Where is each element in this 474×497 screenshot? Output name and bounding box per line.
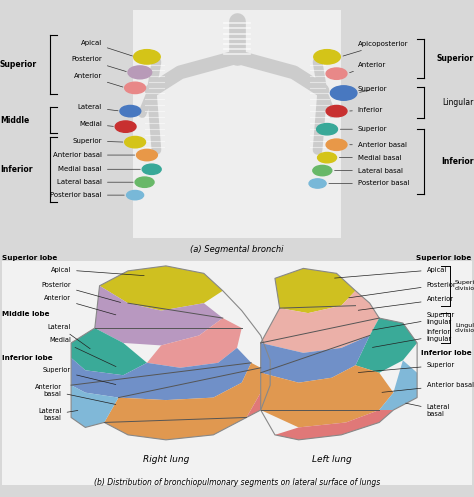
Circle shape	[115, 121, 136, 132]
Circle shape	[309, 179, 326, 188]
Circle shape	[128, 66, 152, 79]
Text: Superior: Superior	[340, 126, 387, 132]
Text: Lateral basal: Lateral basal	[57, 179, 133, 185]
Text: Superior: Superior	[358, 362, 455, 373]
Circle shape	[317, 124, 337, 135]
Polygon shape	[71, 348, 251, 400]
Polygon shape	[379, 360, 417, 410]
Text: Superior: Superior	[358, 86, 387, 92]
Circle shape	[326, 139, 347, 151]
Text: Inferior lobe: Inferior lobe	[2, 355, 53, 361]
Text: Medial basal: Medial basal	[339, 155, 401, 161]
Text: Superior: Superior	[43, 367, 116, 385]
Polygon shape	[147, 318, 242, 368]
Text: (a) Segmental bronchi: (a) Segmental bronchi	[190, 245, 284, 254]
Text: Inferior
lingular: Inferior lingular	[373, 329, 452, 347]
FancyBboxPatch shape	[2, 261, 472, 485]
Text: Medial: Medial	[79, 121, 113, 127]
Text: Left lung: Left lung	[312, 455, 352, 464]
Text: Superior
division: Superior division	[455, 280, 474, 291]
Circle shape	[137, 150, 157, 161]
Text: Posterior: Posterior	[71, 57, 126, 72]
Text: Apicoposterior: Apicoposterior	[343, 41, 409, 56]
Text: Lateral: Lateral	[78, 104, 118, 111]
Text: Posterior: Posterior	[42, 281, 120, 303]
Text: Anterior: Anterior	[73, 73, 123, 87]
Polygon shape	[95, 286, 223, 345]
Text: (b) Distribution of bronchiopulmonary segments on lateral surface of lungs: (b) Distribution of bronchiopulmonary se…	[94, 478, 380, 487]
Circle shape	[142, 164, 161, 174]
Text: Inferior: Inferior	[441, 157, 474, 166]
Text: Inferior: Inferior	[350, 107, 383, 113]
Text: Superior lobe: Superior lobe	[2, 255, 58, 261]
Text: Superior: Superior	[437, 54, 474, 63]
FancyBboxPatch shape	[133, 10, 341, 238]
Polygon shape	[71, 328, 147, 375]
Text: Anterior: Anterior	[44, 295, 116, 315]
Circle shape	[125, 82, 146, 93]
Text: Posterior basal: Posterior basal	[50, 192, 124, 198]
Text: Superior
lingular: Superior lingular	[373, 312, 455, 330]
Text: Apical: Apical	[335, 266, 447, 278]
Text: Anterior: Anterior	[358, 296, 454, 310]
Text: Medial: Medial	[49, 337, 116, 367]
Polygon shape	[246, 363, 270, 417]
Text: Apical: Apical	[81, 40, 132, 56]
Circle shape	[330, 86, 357, 100]
Circle shape	[134, 50, 160, 64]
Polygon shape	[71, 385, 118, 427]
Polygon shape	[100, 266, 223, 311]
Text: Superior lobe: Superior lobe	[416, 255, 472, 261]
Circle shape	[326, 68, 347, 80]
Polygon shape	[261, 365, 393, 427]
Text: Posterior: Posterior	[349, 281, 456, 298]
Text: Lingular
division: Lingular division	[455, 323, 474, 333]
Text: Lingular: Lingular	[443, 97, 474, 106]
Circle shape	[313, 166, 332, 176]
Text: Superior: Superior	[73, 138, 123, 144]
Circle shape	[326, 105, 347, 117]
Text: Medial basal: Medial basal	[58, 166, 140, 172]
Text: Anterior basal: Anterior basal	[350, 142, 407, 148]
Text: Lateral
basal: Lateral basal	[406, 403, 450, 416]
Polygon shape	[261, 291, 379, 353]
Circle shape	[127, 190, 144, 200]
Circle shape	[125, 137, 146, 148]
Text: Lateral: Lateral	[48, 324, 90, 349]
Circle shape	[318, 153, 337, 163]
Text: Anterior: Anterior	[350, 62, 386, 73]
Text: Middle: Middle	[0, 116, 29, 125]
Text: Inferior: Inferior	[0, 165, 33, 174]
Polygon shape	[275, 268, 356, 313]
Polygon shape	[261, 335, 370, 383]
Text: Anterior basal: Anterior basal	[53, 152, 135, 158]
Text: Posterior basal: Posterior basal	[329, 180, 410, 186]
Polygon shape	[275, 410, 393, 440]
Text: Superior: Superior	[0, 60, 37, 69]
Polygon shape	[104, 363, 261, 440]
Text: Right lung: Right lung	[143, 455, 189, 464]
Circle shape	[135, 177, 154, 187]
Text: Lateral
basal: Lateral basal	[38, 409, 78, 421]
Circle shape	[120, 105, 141, 117]
Text: Lateral basal: Lateral basal	[335, 167, 403, 173]
Circle shape	[314, 50, 340, 64]
Text: Anterior
basal: Anterior basal	[35, 384, 116, 405]
Text: Anterior basal: Anterior basal	[382, 382, 474, 392]
Polygon shape	[356, 318, 417, 373]
Text: Inferior lobe: Inferior lobe	[421, 350, 472, 356]
Text: Apical: Apical	[51, 266, 144, 276]
Text: Middle lobe: Middle lobe	[2, 311, 50, 318]
